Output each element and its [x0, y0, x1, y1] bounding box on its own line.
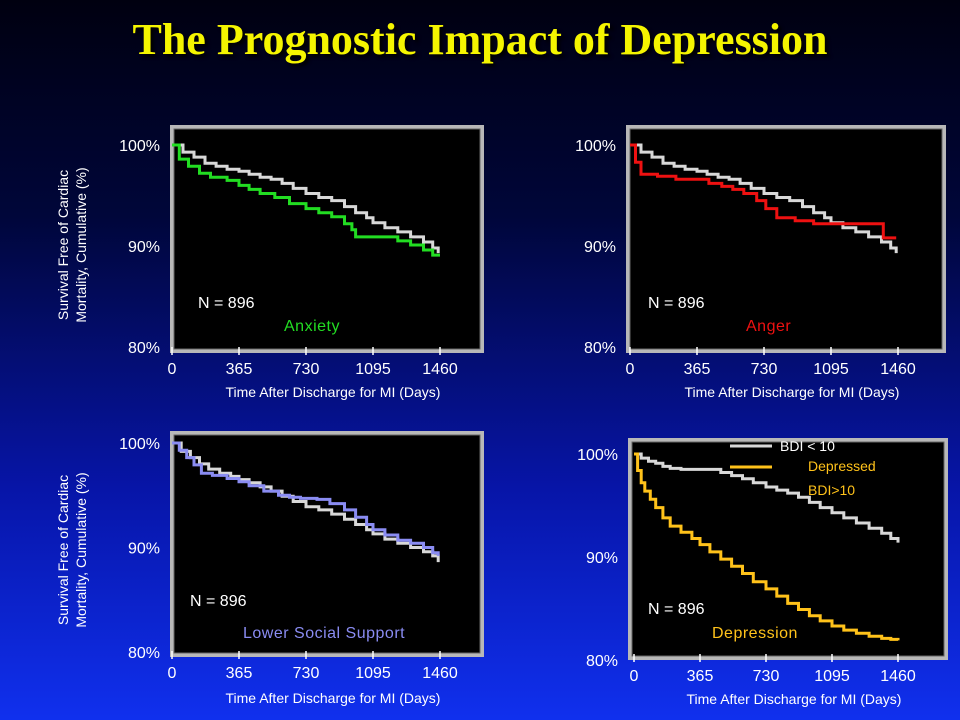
- group-label: Anger: [746, 318, 791, 335]
- x-tick-label: 0: [626, 361, 635, 378]
- y-tick-label: 90%: [128, 541, 160, 558]
- x-tick-label: 730: [293, 361, 320, 378]
- series-line-2: [630, 143, 897, 240]
- legend-entry-label: BDI>10: [808, 482, 855, 498]
- y-tick-label: 90%: [586, 550, 618, 567]
- plot-frame-inner: [631, 441, 945, 657]
- plot-frame: [170, 431, 484, 657]
- x-axis-label: Time After Discharge for MI (Days): [226, 384, 441, 400]
- x-tick-label: 365: [687, 668, 714, 685]
- y-tick-label: 80%: [128, 340, 160, 357]
- series-line-1: [634, 452, 900, 543]
- plot-frame: [170, 125, 484, 353]
- x-tick-label: 365: [684, 361, 711, 378]
- legend-entry-label: BDI < 10: [780, 438, 835, 454]
- x-tick-label: 1095: [355, 361, 391, 378]
- sample-size-label: N = 896: [648, 601, 705, 618]
- x-axis-label: Time After Discharge for MI (Days): [687, 691, 902, 707]
- series-line-1: [172, 441, 440, 563]
- plot-frame: [628, 438, 948, 660]
- x-tick-label: 0: [168, 361, 177, 378]
- y-axis-label: Mortality, Cumulative (%): [73, 167, 89, 322]
- x-tick-label: 1095: [355, 665, 391, 682]
- series-line-2: [634, 452, 900, 641]
- x-tick-label: 1095: [814, 668, 850, 685]
- page-title: The Prognostic Impact of Depression: [132, 15, 828, 64]
- series-line-2: [172, 143, 440, 257]
- x-tick-label: 730: [751, 361, 778, 378]
- x-tick-label: 730: [293, 665, 320, 682]
- y-tick-label: 100%: [575, 138, 616, 155]
- y-tick-label: 90%: [128, 239, 160, 256]
- y-tick-label: 100%: [577, 447, 618, 464]
- y-axis-label: Survival Free of Cardiac: [55, 475, 71, 625]
- series-line-2: [172, 441, 440, 556]
- x-tick-label: 1460: [880, 668, 916, 685]
- x-tick-label: 365: [226, 665, 253, 682]
- y-axis-label: Survival Free of Cardiac: [55, 170, 71, 320]
- x-tick-label: 365: [226, 361, 253, 378]
- x-tick-label: 1095: [813, 361, 849, 378]
- x-tick-label: 1460: [880, 361, 916, 378]
- sample-size-label: N = 896: [648, 295, 705, 312]
- y-tick-label: 100%: [119, 436, 160, 453]
- x-tick-label: 1460: [422, 665, 458, 682]
- chart-3: 80% 90% 100% 0 365 730 1095 1460 Time After Disc…: [55, 431, 484, 706]
- chart-1: 80% 90% 100% 0 365 730 1095 1460 Time After Disc…: [55, 125, 484, 400]
- series-line-1: [630, 143, 898, 254]
- chart-2: 80% 90% 100% 0 365 730 1095 1460 Time After Disc…: [575, 125, 946, 400]
- x-tick-label: 730: [753, 668, 780, 685]
- plot-frame-inner: [173, 128, 481, 350]
- group-label: Depression: [712, 625, 798, 642]
- y-tick-label: 80%: [128, 645, 160, 662]
- plot-frame-inner: [173, 434, 481, 654]
- group-label: Anxiety: [284, 318, 340, 335]
- y-axis-label: Mortality, Cumulative (%): [73, 472, 89, 627]
- sample-size-label: N = 896: [198, 295, 255, 312]
- series-line-1: [172, 143, 440, 254]
- x-tick-label: 1460: [422, 361, 458, 378]
- chart-4: 80% 90% 100% 0 365 730 1095 1460 Time After Disc…: [577, 438, 948, 707]
- y-tick-label: 80%: [586, 653, 618, 670]
- x-axis-label: Time After Discharge for MI (Days): [226, 690, 441, 706]
- legend-entry-label: Depressed: [808, 458, 876, 474]
- y-tick-label: 90%: [584, 239, 616, 256]
- sample-size-label: N = 896: [190, 593, 247, 610]
- plot-frame-inner: [629, 128, 943, 350]
- group-label: Lower Social Support: [243, 625, 405, 642]
- y-tick-label: 80%: [584, 340, 616, 357]
- x-tick-label: 0: [630, 668, 639, 685]
- y-tick-label: 100%: [119, 138, 160, 155]
- x-tick-label: 0: [168, 665, 177, 682]
- x-axis-label: Time After Discharge for MI (Days): [685, 384, 900, 400]
